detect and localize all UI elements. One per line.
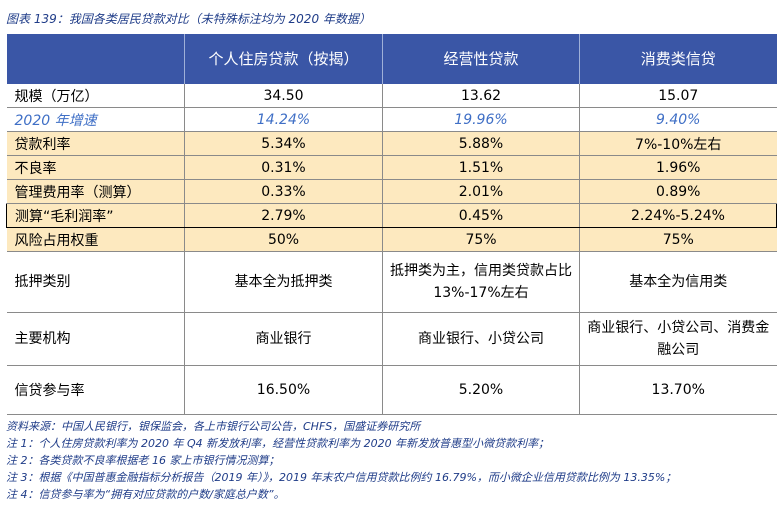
header-cell-mortgage: 个人住房贷款（按揭）: [184, 34, 383, 84]
table-row-interest-rate: 贷款利率 5.34% 5.88% 7%-10%左右: [6, 131, 777, 156]
cell-mortgage: 14.24%: [184, 107, 383, 132]
row-label: 管理费用率（测算）: [6, 179, 185, 204]
table-row-risk-weight: 风险占用权重 50% 75% 75%: [6, 227, 777, 252]
loan-comparison-table: 个人住房贷款（按揭） 经营性贷款 消费类信贷 规模（万亿） 34.50 13.6…: [6, 34, 777, 415]
cell-consumer: 75%: [579, 227, 777, 252]
cell-mortgage: 34.50: [184, 84, 383, 108]
header-cell-blank: [6, 34, 185, 84]
cell-business: 2.01%: [382, 179, 580, 204]
cell-consumer: 7%-10%左右: [579, 131, 777, 156]
table-row-management-cost: 管理费用率（测算） 0.33% 2.01% 0.89%: [6, 179, 777, 204]
header-cell-consumer: 消费类信贷: [579, 34, 777, 84]
cell-consumer: 15.07: [579, 84, 777, 108]
note-2: 注 2：各类贷款不良率根据老 16 家上市银行情况测算；: [6, 454, 280, 467]
cell-mortgage: 基本全为抵押类: [184, 251, 383, 313]
note-3: 注 3：根据《中国普惠金融指标分析报告（2019 年）》，2019 年末农户信用…: [6, 471, 677, 484]
cell-consumer: 1.96%: [579, 155, 777, 180]
row-label: 主要机构: [6, 312, 185, 366]
cell-business: 13.62: [382, 84, 580, 108]
cell-business: 75%: [382, 227, 580, 252]
table-row-participation-rate: 信贷参与率 16.50% 5.20% 13.70%: [6, 365, 777, 415]
cell-mortgage: 50%: [184, 227, 383, 252]
cell-business: 19.96%: [382, 107, 580, 132]
row-label: 风险占用权重: [6, 227, 185, 252]
cell-business: 5.88%: [382, 131, 580, 156]
cell-mortgage: 5.34%: [184, 131, 383, 156]
cell-mortgage: 2.79%: [184, 203, 383, 228]
row-label: 贷款利率: [6, 131, 185, 156]
row-label: 信贷参与率: [6, 365, 185, 415]
note-4: 注 4：信贷参与率为“拥有对应贷款的户数/家庭总户数”。: [6, 488, 285, 501]
table-header-row: 个人住房贷款（按揭） 经营性贷款 消费类信贷: [6, 34, 777, 84]
row-label: 2020 年增速: [6, 107, 185, 132]
row-label: 规模（万亿）: [6, 84, 185, 108]
table-row-growth: 2020 年增速 14.24% 19.96% 9.40%: [6, 107, 777, 132]
cell-consumer: 0.89%: [579, 179, 777, 204]
cell-consumer: 2.24%-5.24%: [579, 203, 777, 228]
cell-mortgage: 0.33%: [184, 179, 383, 204]
cell-business: 1.51%: [382, 155, 580, 180]
header-cell-business: 经营性贷款: [382, 34, 580, 84]
table-row-collateral-type: 抵押类别 基本全为抵押类 抵押类为主，信用类贷款占比 13%-17%左右 基本全…: [6, 251, 777, 313]
table-row-main-institutions: 主要机构 商业银行 商业银行、小贷公司 商业银行、小贷公司、消费金融公司: [6, 312, 777, 366]
cell-consumer: 9.40%: [579, 107, 777, 132]
cell-business: 抵押类为主，信用类贷款占比 13%-17%左右: [382, 251, 580, 313]
cell-consumer: 商业银行、小贷公司、消费金融公司: [579, 312, 777, 366]
comparison-table-wrapper: 个人住房贷款（按揭） 经营性贷款 消费类信贷 规模（万亿） 34.50 13.6…: [6, 34, 777, 415]
source-note: 资料来源：中国人民银行，银保监会，各上市银行公司公告，CHFS，国盛证券研究所: [6, 420, 421, 433]
cell-business: 0.45%: [382, 203, 580, 228]
cell-business: 商业银行、小贷公司: [382, 312, 580, 366]
row-label: 抵押类别: [6, 251, 185, 313]
cell-business: 5.20%: [382, 365, 580, 415]
cell-mortgage: 商业银行: [184, 312, 383, 366]
cell-consumer: 13.70%: [579, 365, 777, 415]
footnotes: 资料来源：中国人民银行，银保监会，各上市银行公司公告，CHFS，国盛证券研究所 …: [6, 418, 778, 503]
cell-consumer: 基本全为信用类: [579, 251, 777, 313]
row-label: 测算“毛利润率”: [6, 203, 185, 228]
row-label: 不良率: [6, 155, 185, 180]
cell-mortgage: 0.31%: [184, 155, 383, 180]
cell-mortgage: 16.50%: [184, 365, 383, 415]
table-row-scale: 规模（万亿） 34.50 13.62 15.07: [6, 84, 777, 108]
figure-caption: 图表 139：我国各类居民贷款对比（未特殊标注均为 2020 年数据）: [6, 12, 371, 26]
note-1: 注 1：个人住房贷款利率为 2020 年 Q4 新发放利率，经营性贷款利率为 2…: [6, 437, 550, 450]
table-row-npl-ratio: 不良率 0.31% 1.51% 1.96%: [6, 155, 777, 180]
table-row-gross-margin: 测算“毛利润率” 2.79% 0.45% 2.24%-5.24%: [6, 203, 777, 228]
